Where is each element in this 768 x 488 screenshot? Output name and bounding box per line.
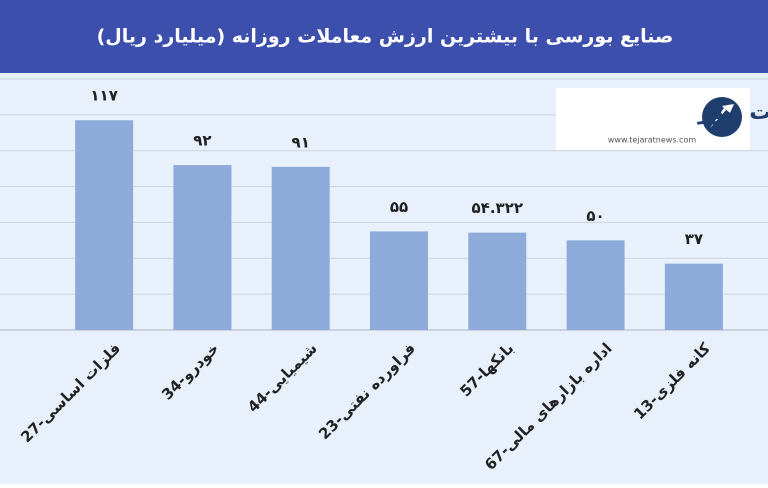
value-label: ۱۱۷: [90, 87, 117, 105]
logo: تجارت نیوز www.tejaratnews.com: [556, 88, 768, 150]
bar: [75, 120, 134, 330]
bar: [370, 231, 428, 330]
value-label: ۳۷: [685, 230, 703, 248]
chart-title: صنایع بورسی با بیشترین ارزش معاملات روزا…: [97, 26, 674, 48]
bar: [173, 165, 232, 330]
value-label: ۵۵: [390, 198, 408, 216]
bar: [271, 166, 330, 330]
bar: [664, 263, 723, 330]
logo-arrow: [710, 104, 734, 128]
value-label: ۹۱: [292, 133, 310, 151]
bar: [566, 240, 625, 330]
bar: [468, 232, 527, 330]
logo-url: www.tejaratnews.com: [608, 136, 696, 145]
logo-name: تجارت نیوز: [697, 100, 768, 125]
value-label: ۵۴.۳۲۲: [472, 199, 523, 217]
header-band: [0, 0, 768, 73]
value-label: ۹۲: [193, 132, 211, 150]
value-label: ۵۰: [586, 207, 604, 225]
